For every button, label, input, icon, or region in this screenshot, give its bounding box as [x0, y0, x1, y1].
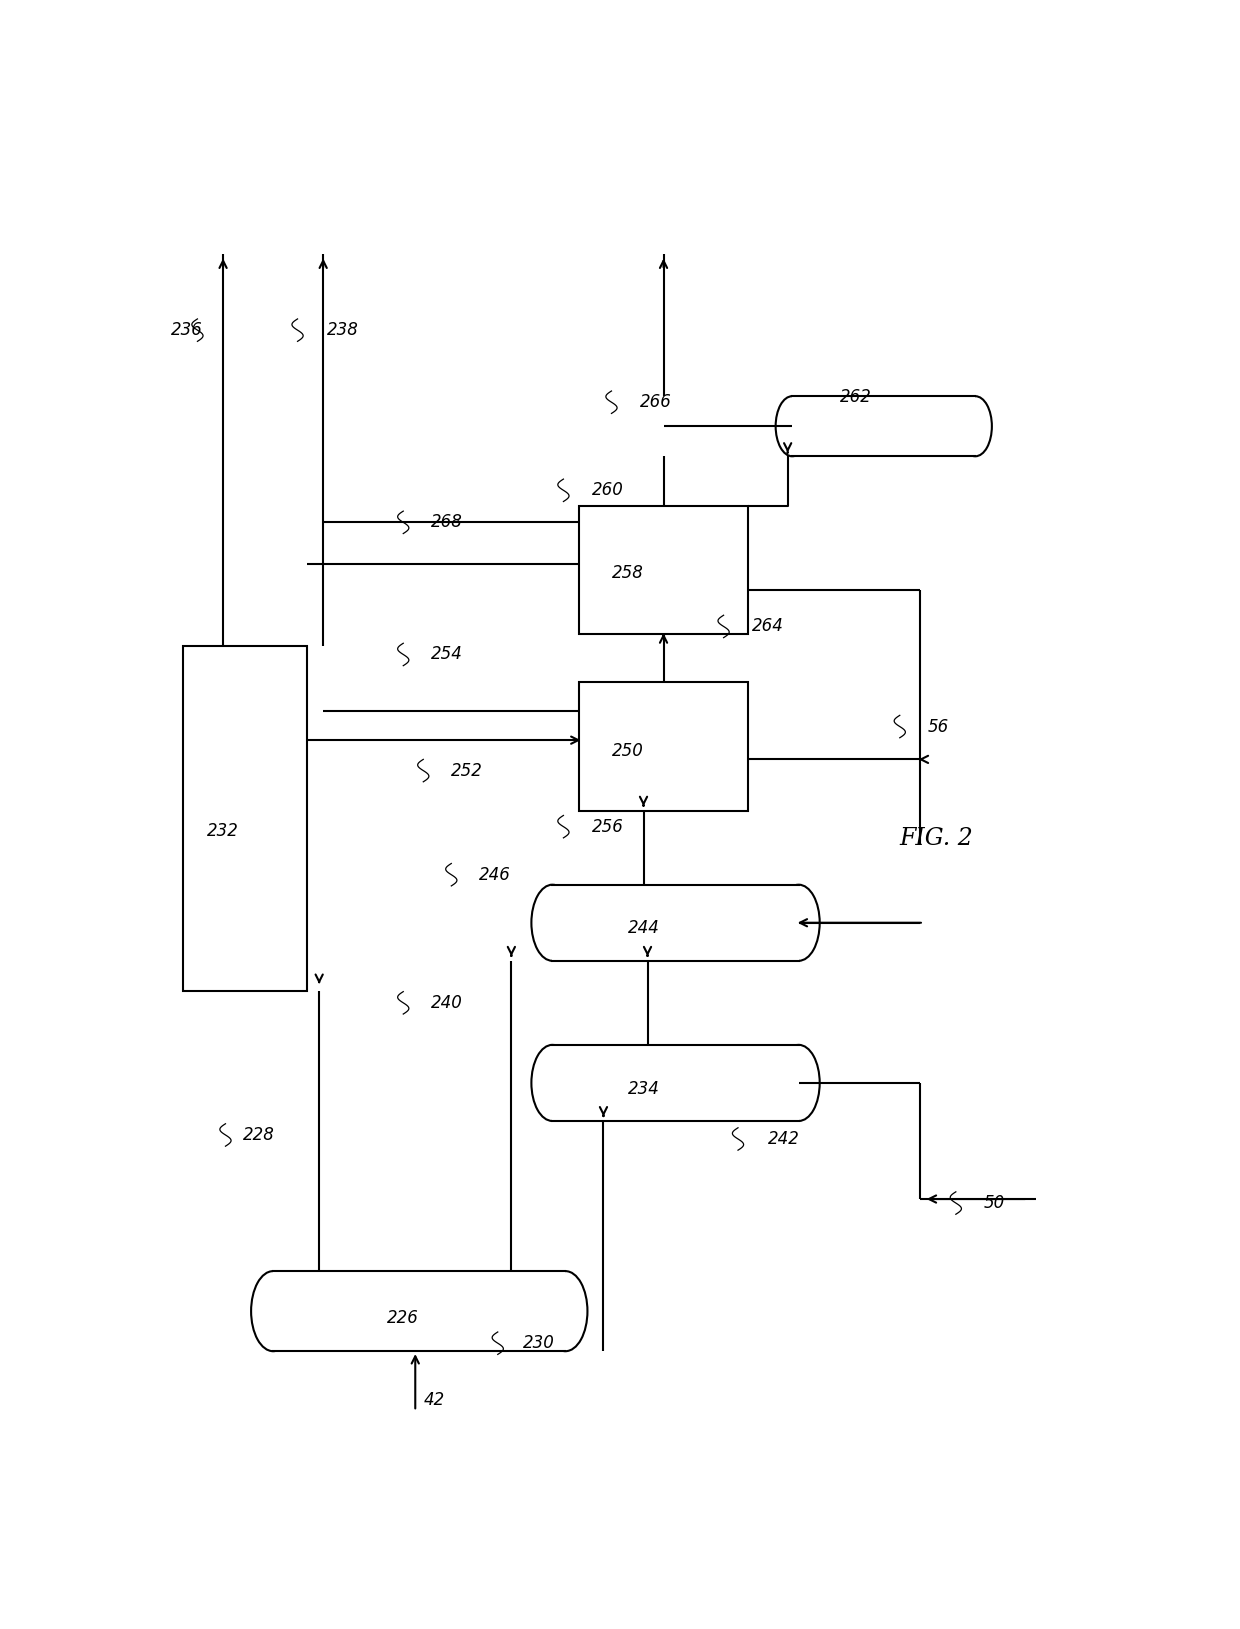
Text: 232: 232 — [207, 821, 239, 839]
Bar — [273, 1271, 565, 1350]
Text: 238: 238 — [327, 321, 360, 339]
Bar — [552, 1044, 799, 1121]
Bar — [184, 647, 308, 990]
Ellipse shape — [777, 885, 820, 961]
Text: 42: 42 — [423, 1391, 444, 1409]
Text: FIG. 2: FIG. 2 — [900, 828, 973, 850]
Text: 242: 242 — [768, 1131, 800, 1148]
Text: 244: 244 — [627, 919, 660, 937]
Bar — [552, 885, 799, 961]
Bar — [792, 396, 976, 456]
Text: 258: 258 — [611, 564, 644, 582]
Ellipse shape — [777, 1044, 820, 1121]
Ellipse shape — [543, 1271, 588, 1350]
Text: 252: 252 — [451, 762, 484, 780]
Text: 260: 260 — [591, 481, 624, 500]
Ellipse shape — [959, 396, 992, 456]
Text: 236: 236 — [171, 321, 203, 339]
Ellipse shape — [250, 1271, 295, 1350]
Bar — [579, 507, 748, 634]
Ellipse shape — [532, 1044, 573, 1121]
Ellipse shape — [532, 885, 573, 961]
Text: 226: 226 — [387, 1308, 419, 1326]
Bar — [552, 1044, 799, 1121]
Bar — [579, 683, 748, 811]
Text: 268: 268 — [432, 513, 464, 531]
Text: 246: 246 — [480, 865, 511, 883]
Text: 240: 240 — [432, 994, 464, 1012]
Text: 256: 256 — [591, 818, 624, 836]
Text: 234: 234 — [627, 1080, 660, 1098]
Text: 250: 250 — [611, 741, 644, 759]
Bar — [552, 885, 799, 961]
Text: 56: 56 — [928, 717, 949, 736]
Bar — [273, 1271, 565, 1350]
Text: 264: 264 — [751, 617, 784, 635]
Text: 254: 254 — [432, 645, 464, 663]
Text: 262: 262 — [839, 388, 872, 406]
Text: 266: 266 — [640, 393, 671, 411]
Text: 228: 228 — [243, 1126, 275, 1144]
Text: 50: 50 — [983, 1194, 1006, 1212]
Text: 230: 230 — [523, 1334, 556, 1352]
Bar — [792, 396, 976, 456]
Ellipse shape — [776, 396, 808, 456]
